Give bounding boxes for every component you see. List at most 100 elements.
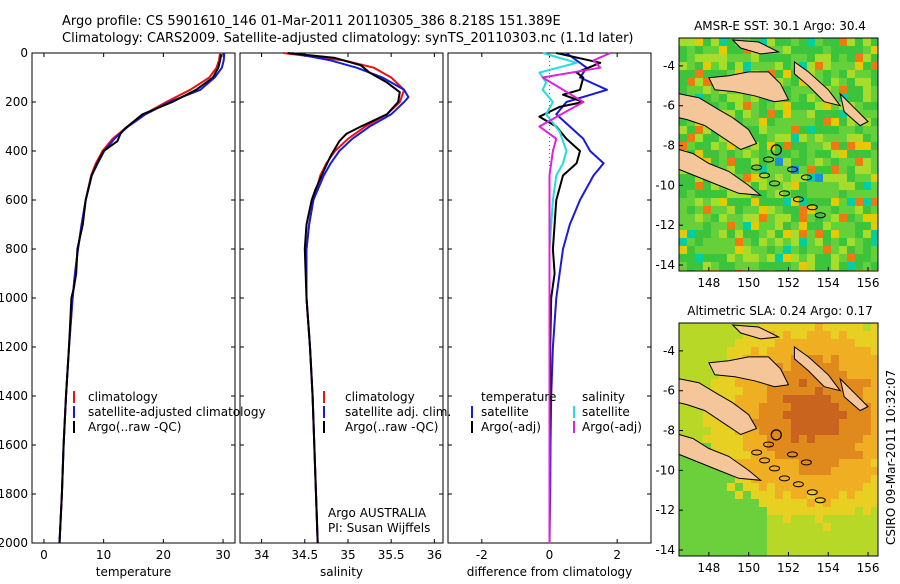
map-cell xyxy=(751,539,759,547)
map-cell xyxy=(783,182,791,190)
map-cell xyxy=(807,94,815,102)
map-x-tick-label: 154 xyxy=(817,561,840,575)
map-cell xyxy=(791,443,799,451)
map-cell xyxy=(703,182,711,190)
map-cell xyxy=(871,206,878,214)
map-cell xyxy=(791,363,799,371)
map-cell xyxy=(727,38,735,46)
map-cell xyxy=(871,475,878,483)
map-cell xyxy=(783,347,791,355)
map-cell xyxy=(767,403,775,411)
map-cell xyxy=(775,254,783,262)
map-cell xyxy=(823,126,831,134)
map-cell xyxy=(807,102,815,110)
map-cell xyxy=(775,387,783,395)
map-cell xyxy=(687,459,695,467)
map-cell xyxy=(679,126,687,134)
x-tick-label: 30 xyxy=(215,548,230,562)
map-cell xyxy=(823,182,831,190)
map-cell xyxy=(799,238,807,246)
map-cell xyxy=(815,419,823,427)
x-axis-label: salinity xyxy=(320,565,363,579)
map-cell xyxy=(687,222,695,230)
map-cell xyxy=(687,427,695,435)
map-x-tick-label: 152 xyxy=(777,561,800,575)
map-cell xyxy=(831,46,839,54)
map-cell xyxy=(799,371,807,379)
map-cell xyxy=(783,467,791,475)
map-cell xyxy=(799,483,807,491)
map-cell xyxy=(815,142,823,150)
map-cell xyxy=(679,54,687,62)
map-cell xyxy=(823,467,831,475)
map-cell xyxy=(783,483,791,491)
map-cell xyxy=(855,515,863,523)
map-cell xyxy=(863,150,871,158)
map-cell xyxy=(807,46,815,54)
map-cell xyxy=(831,483,839,491)
map-cell xyxy=(735,515,743,523)
map-cell xyxy=(799,475,807,483)
map-cell xyxy=(775,475,783,483)
map-cell xyxy=(839,238,847,246)
map-cell xyxy=(687,331,695,339)
map-cell xyxy=(783,102,791,110)
map-cell xyxy=(679,118,687,126)
map-cell xyxy=(791,86,799,94)
map-cell xyxy=(775,102,783,110)
series-line-climatology xyxy=(283,52,406,544)
map-cell xyxy=(855,62,863,70)
map-cell xyxy=(855,483,863,491)
map-cell xyxy=(871,38,878,46)
map-cell xyxy=(863,190,871,198)
map-cell xyxy=(791,262,799,270)
map-cell xyxy=(759,395,767,403)
map-cell xyxy=(815,507,823,515)
island xyxy=(800,459,812,466)
map-cell xyxy=(815,102,823,110)
map-cell xyxy=(759,110,767,118)
map-cell xyxy=(751,254,759,262)
map-cell xyxy=(759,491,767,499)
map-cell xyxy=(799,547,807,555)
map-cell xyxy=(775,190,783,198)
map-cell xyxy=(759,62,767,70)
map-cell xyxy=(831,198,839,206)
map-cell xyxy=(703,86,711,94)
map-cell xyxy=(799,467,807,475)
map-cell xyxy=(783,507,791,515)
map-cell xyxy=(751,499,759,507)
map-cell xyxy=(751,198,759,206)
map-cell xyxy=(679,339,687,347)
island xyxy=(800,174,812,181)
map-cell xyxy=(727,539,735,547)
map-cell xyxy=(855,230,863,238)
map-cell xyxy=(759,198,767,206)
map-cell xyxy=(863,134,871,142)
map-cell xyxy=(687,531,695,539)
map-cell xyxy=(831,222,839,230)
map-cell xyxy=(807,230,815,238)
map-cell xyxy=(815,118,823,126)
map-cell xyxy=(711,491,719,499)
map-cell xyxy=(703,547,711,555)
map-cell xyxy=(783,54,791,62)
island xyxy=(792,196,804,203)
map-cell xyxy=(703,491,711,499)
map-cell xyxy=(847,531,855,539)
map-cell xyxy=(791,102,799,110)
map-cell xyxy=(767,206,775,214)
map-cell xyxy=(807,531,815,539)
map-cell xyxy=(767,531,775,539)
map-cell xyxy=(687,339,695,347)
map-cell xyxy=(687,467,695,475)
map-cell xyxy=(831,262,839,270)
map-cell xyxy=(711,134,719,142)
map-cell xyxy=(767,347,775,355)
map-y-tick-label: -4 xyxy=(663,344,675,358)
map-cell xyxy=(807,435,815,443)
map-cell xyxy=(839,547,847,555)
map-cell xyxy=(863,254,871,262)
map-cell xyxy=(791,126,799,134)
map-cell xyxy=(743,102,751,110)
